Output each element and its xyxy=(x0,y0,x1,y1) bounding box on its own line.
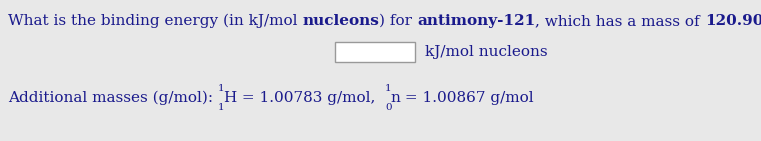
Text: = 1.00783 g/mol,: = 1.00783 g/mol, xyxy=(237,91,385,105)
Text: 0: 0 xyxy=(385,103,391,112)
Text: 120.90380: 120.90380 xyxy=(705,14,761,28)
Text: 1: 1 xyxy=(385,84,391,93)
Text: kJ/mol nucleons: kJ/mol nucleons xyxy=(425,45,548,59)
Text: = 1.00867 g/mol: = 1.00867 g/mol xyxy=(400,91,534,105)
Text: 1: 1 xyxy=(218,84,224,93)
Bar xyxy=(335,42,415,62)
Text: ) for: ) for xyxy=(379,14,417,28)
Text: nucleons: nucleons xyxy=(302,14,379,28)
Text: 1: 1 xyxy=(218,103,224,112)
Text: , which has a mass of: , which has a mass of xyxy=(536,14,705,28)
Text: n: n xyxy=(390,91,400,105)
Text: What is the binding energy (in kJ/mol: What is the binding energy (in kJ/mol xyxy=(8,14,302,28)
Text: antimony-121: antimony-121 xyxy=(417,14,536,28)
Text: H: H xyxy=(224,91,237,105)
Text: Additional masses (g/mol):: Additional masses (g/mol): xyxy=(8,91,218,105)
